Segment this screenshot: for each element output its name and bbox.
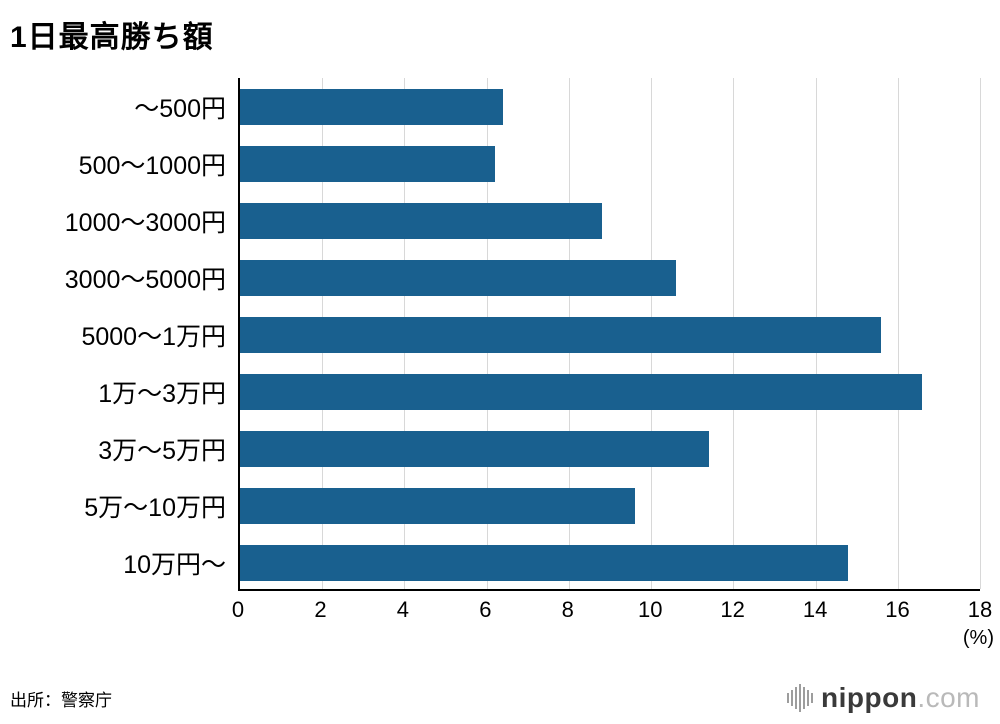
bar-8	[240, 544, 849, 581]
x-tick-label: 8	[561, 597, 574, 622]
category-label: 5000〜1万円	[81, 322, 226, 351]
logo-text-nippon: nippon	[821, 682, 918, 713]
x-axis-unit: (%)	[962, 627, 994, 649]
nippon-logo: nippon .com	[787, 682, 980, 714]
gridline	[980, 78, 981, 589]
category-label: 500〜1000円	[78, 151, 226, 180]
bar-4	[240, 316, 882, 353]
x-axis-ticks: 0 2 4 6 8 10 12 14 16 18	[232, 597, 992, 625]
source-note: 出所：警察庁	[10, 690, 112, 710]
nippon-logo-icon	[787, 684, 814, 712]
y-axis-labels: 〜500円 500〜1000円 1000〜3000円 3000〜5000円 5000〜1…	[10, 78, 238, 650]
gridline	[897, 78, 899, 589]
bar-3	[240, 259, 676, 296]
x-tick-label: 14	[802, 597, 828, 622]
x-tick-label: 2	[314, 597, 327, 622]
footer: 出所：警察庁 nippon .com	[10, 682, 980, 714]
category-label: 〜500円	[134, 94, 226, 123]
logo-text-com: .com	[917, 682, 980, 713]
bar-1	[240, 145, 495, 182]
bar-7	[240, 487, 635, 524]
x-tick-label: 10	[637, 597, 663, 622]
chart-title: 1日最高勝ち額	[10, 21, 214, 54]
category-label: 10万円〜	[123, 550, 226, 579]
bar-6	[240, 430, 709, 467]
bar-2	[240, 202, 602, 239]
x-tick-label: 12	[720, 597, 745, 622]
x-tick-label: 4	[396, 597, 409, 622]
x-tick-label: 18	[967, 597, 993, 622]
category-label: 3万〜5万円	[98, 436, 226, 465]
bar-0	[240, 88, 504, 125]
bar-chart: 〜500円 500〜1000円 1000〜3000円 3000〜5000円 5000〜1…	[10, 78, 994, 650]
category-label: 1000〜3000円	[64, 208, 226, 237]
category-label: 3000〜5000円	[64, 265, 226, 294]
category-label: 1万〜3万円	[98, 379, 226, 408]
x-tick-label: 16	[885, 597, 910, 622]
bar-5	[240, 373, 923, 410]
x-tick-label: 0	[231, 597, 245, 622]
plot-area	[238, 78, 981, 591]
category-label: 5万〜10万円	[84, 493, 226, 522]
x-tick-label: 6	[479, 597, 492, 622]
plot-column: 0 2 4 6 8 10 12 14 16 18 (%)	[232, 78, 994, 650]
